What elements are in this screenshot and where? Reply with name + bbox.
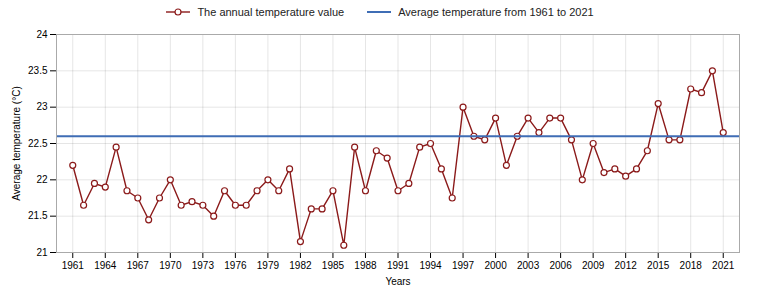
svg-text:1985: 1985 <box>322 260 345 271</box>
svg-text:1994: 1994 <box>419 260 442 271</box>
svg-text:22: 22 <box>36 174 48 185</box>
svg-text:2003: 2003 <box>517 260 540 271</box>
svg-text:1988: 1988 <box>354 260 377 271</box>
svg-text:21.5: 21.5 <box>28 210 48 221</box>
svg-text:Years: Years <box>385 276 410 287</box>
svg-text:1997: 1997 <box>452 260 475 271</box>
svg-text:1982: 1982 <box>289 260 312 271</box>
svg-text:1973: 1973 <box>192 260 215 271</box>
svg-text:2006: 2006 <box>549 260 572 271</box>
html-text:Average temperature from 1961: Average temperature from 1961 to 2021 <box>398 6 594 18</box>
svg-text:1967: 1967 <box>127 260 150 271</box>
svg-text:Average temperature (°C): Average temperature (°C) <box>11 86 22 200</box>
svg-text:2000: 2000 <box>484 260 507 271</box>
svg-text:2009: 2009 <box>582 260 605 271</box>
svg-text:1991: 1991 <box>387 260 410 271</box>
svg-text:1964: 1964 <box>94 260 117 271</box>
svg-text:21: 21 <box>36 247 48 258</box>
svg-text:1970: 1970 <box>159 260 182 271</box>
svg-text:1979: 1979 <box>257 260 280 271</box>
html-text:The annual temperature value: The annual temperature value <box>197 6 345 18</box>
svg-text:2012: 2012 <box>615 260 638 271</box>
svg-text:23.5: 23.5 <box>28 65 48 76</box>
svg-text:2021: 2021 <box>712 260 735 271</box>
svg-text:1961: 1961 <box>62 260 85 271</box>
svg-text:24: 24 <box>36 29 48 40</box>
svg-text:1976: 1976 <box>224 260 247 271</box>
svg-text:22.5: 22.5 <box>28 138 48 149</box>
svg-text:2018: 2018 <box>680 260 703 271</box>
svg-text:23: 23 <box>36 101 48 112</box>
svg-text:2015: 2015 <box>647 260 670 271</box>
